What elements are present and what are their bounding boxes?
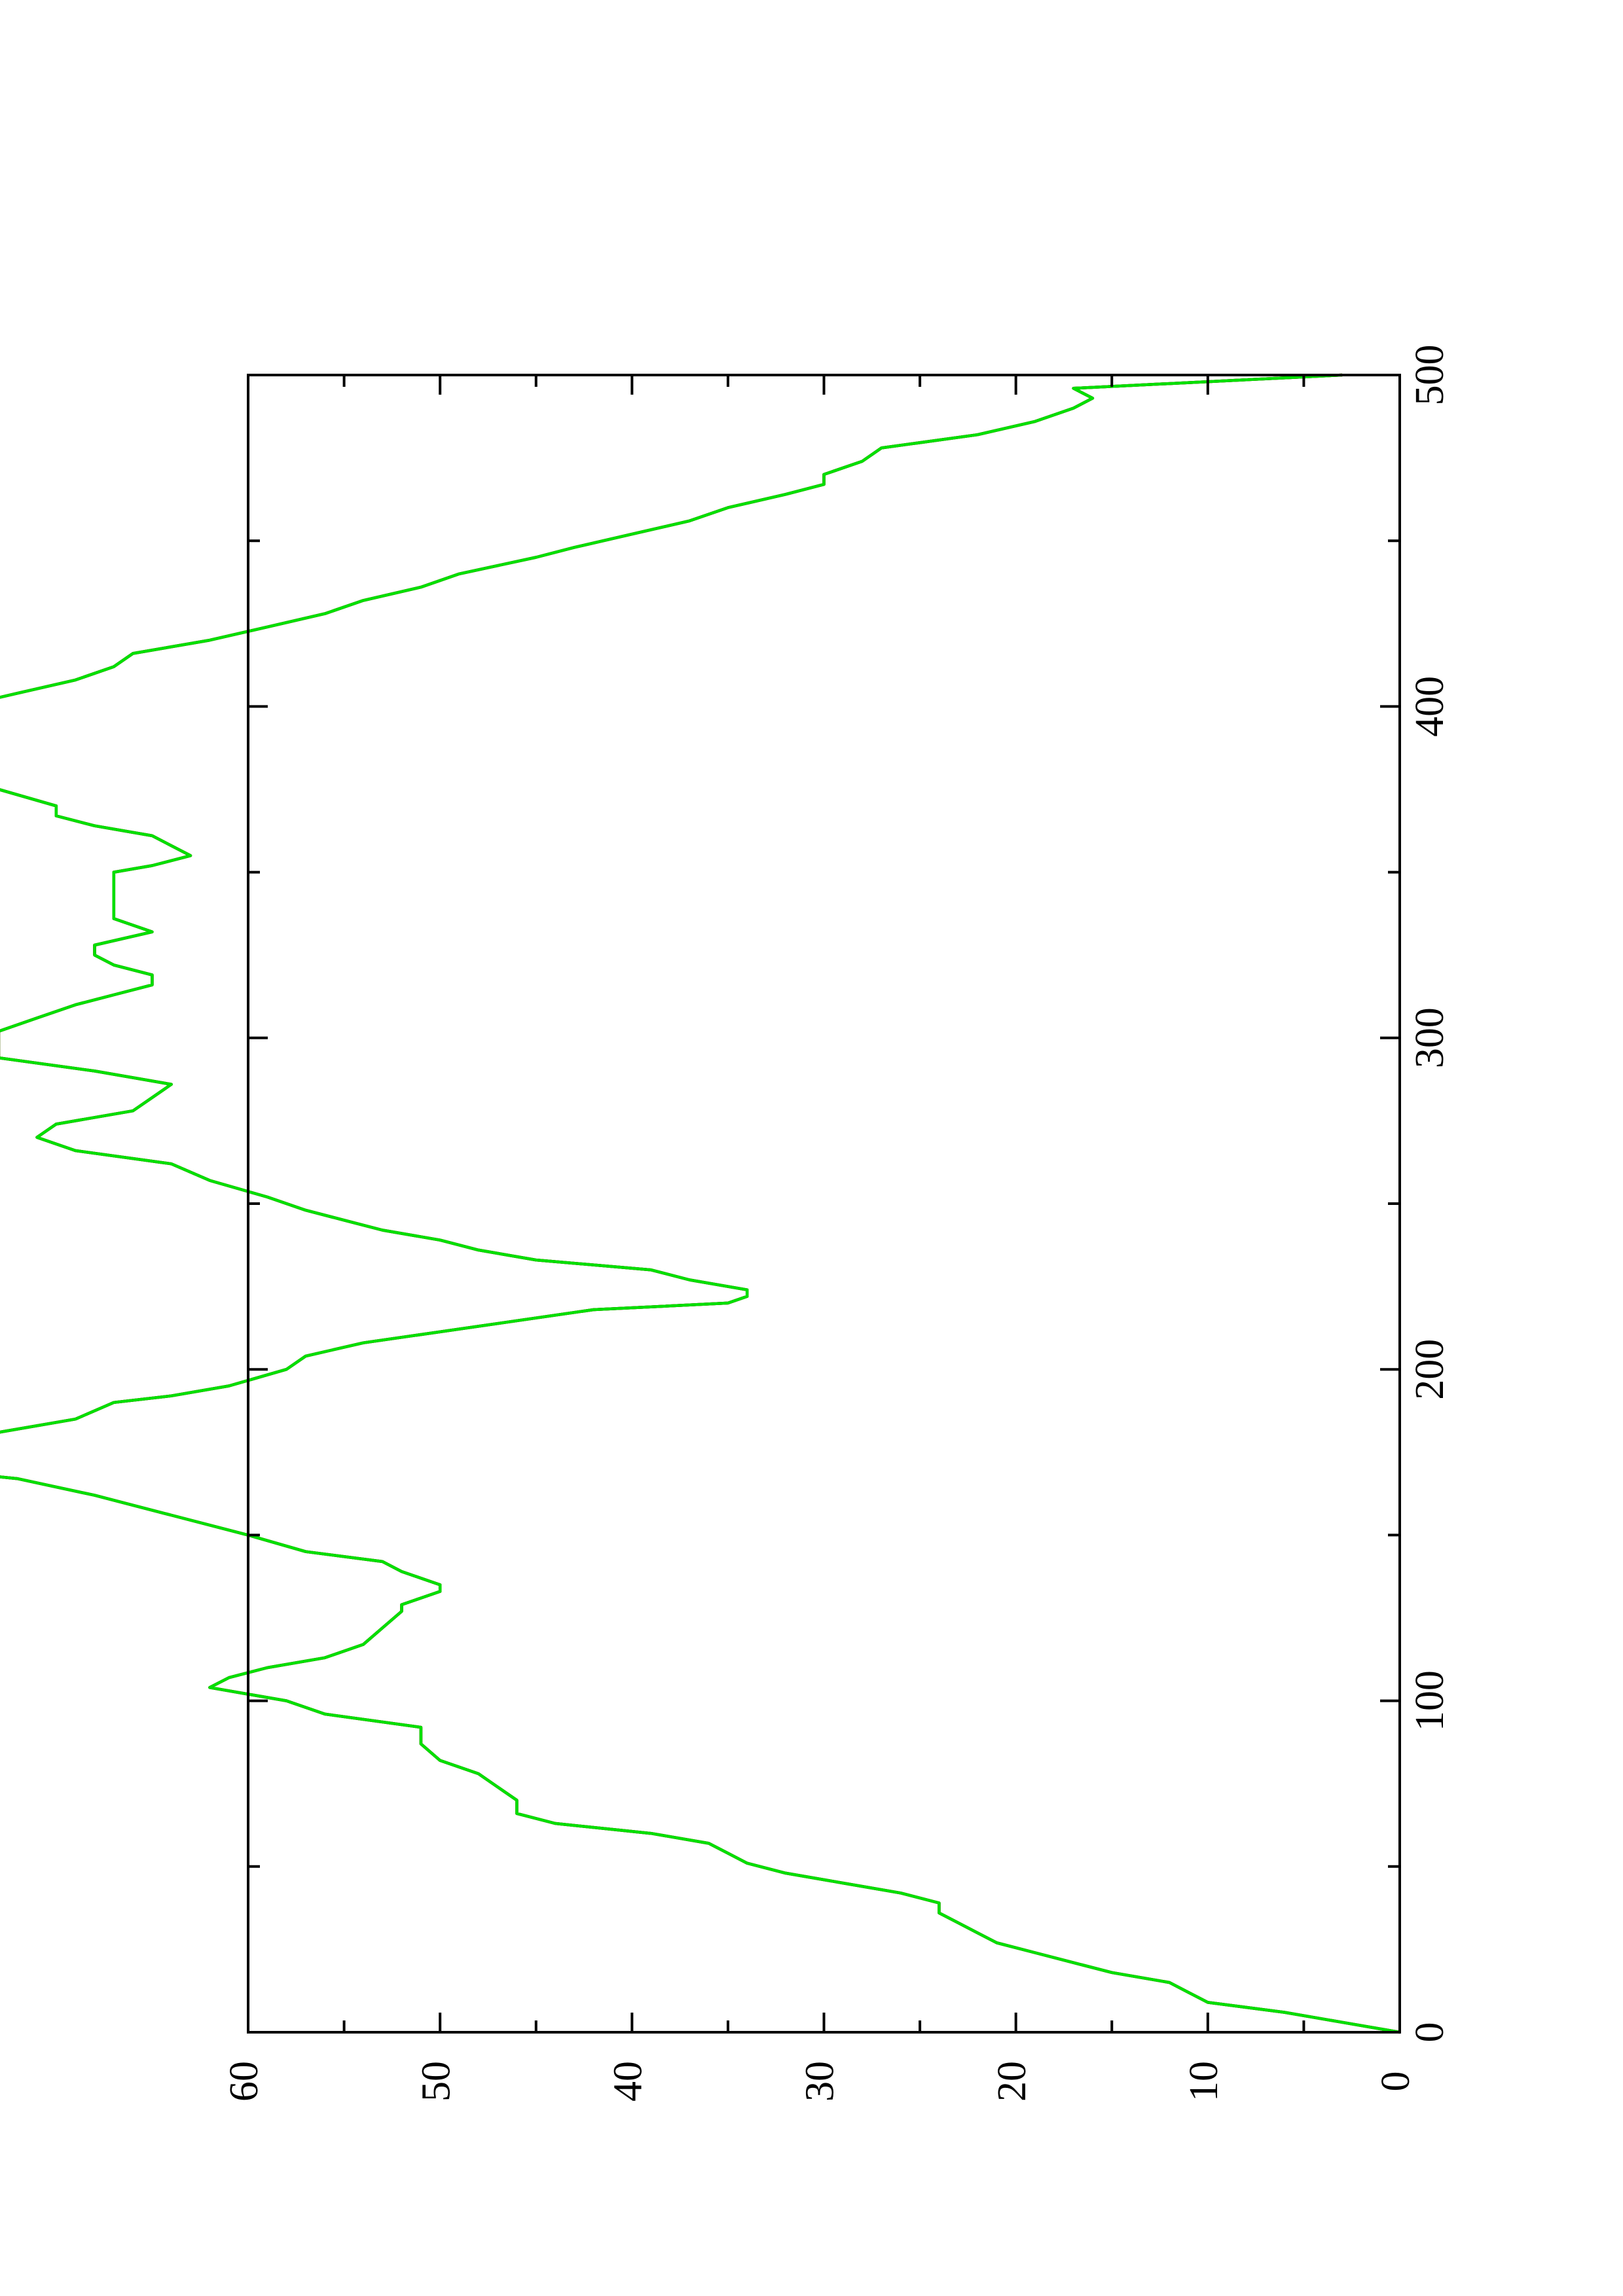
- y-tick-label: 50: [414, 2061, 458, 2102]
- series-line-3: [0, 373, 1400, 2034]
- x-tick-label: 200: [1408, 1339, 1452, 1400]
- y-tick-label: 20: [990, 2061, 1034, 2102]
- y-tick-label: 30: [798, 2061, 843, 2102]
- y-tick-label: 0: [1374, 2072, 1418, 2092]
- y-tick-label: 60: [222, 2061, 266, 2102]
- x-tick-label: 500: [1408, 345, 1452, 406]
- series-layer: [0, 373, 1400, 2034]
- y-tick-label: 40: [606, 2061, 651, 2102]
- x-tick-label: 0: [1408, 2022, 1452, 2043]
- y-tick-label: 10: [1182, 2061, 1226, 2102]
- x-tick-label: 400: [1408, 676, 1452, 737]
- tick-layer: 0 100 200 300 400 500 0 10 20 30 40 50 60: [222, 345, 1452, 2102]
- x-tick-label: 100: [1408, 1670, 1452, 1731]
- x-tick-label: 300: [1408, 1007, 1452, 1068]
